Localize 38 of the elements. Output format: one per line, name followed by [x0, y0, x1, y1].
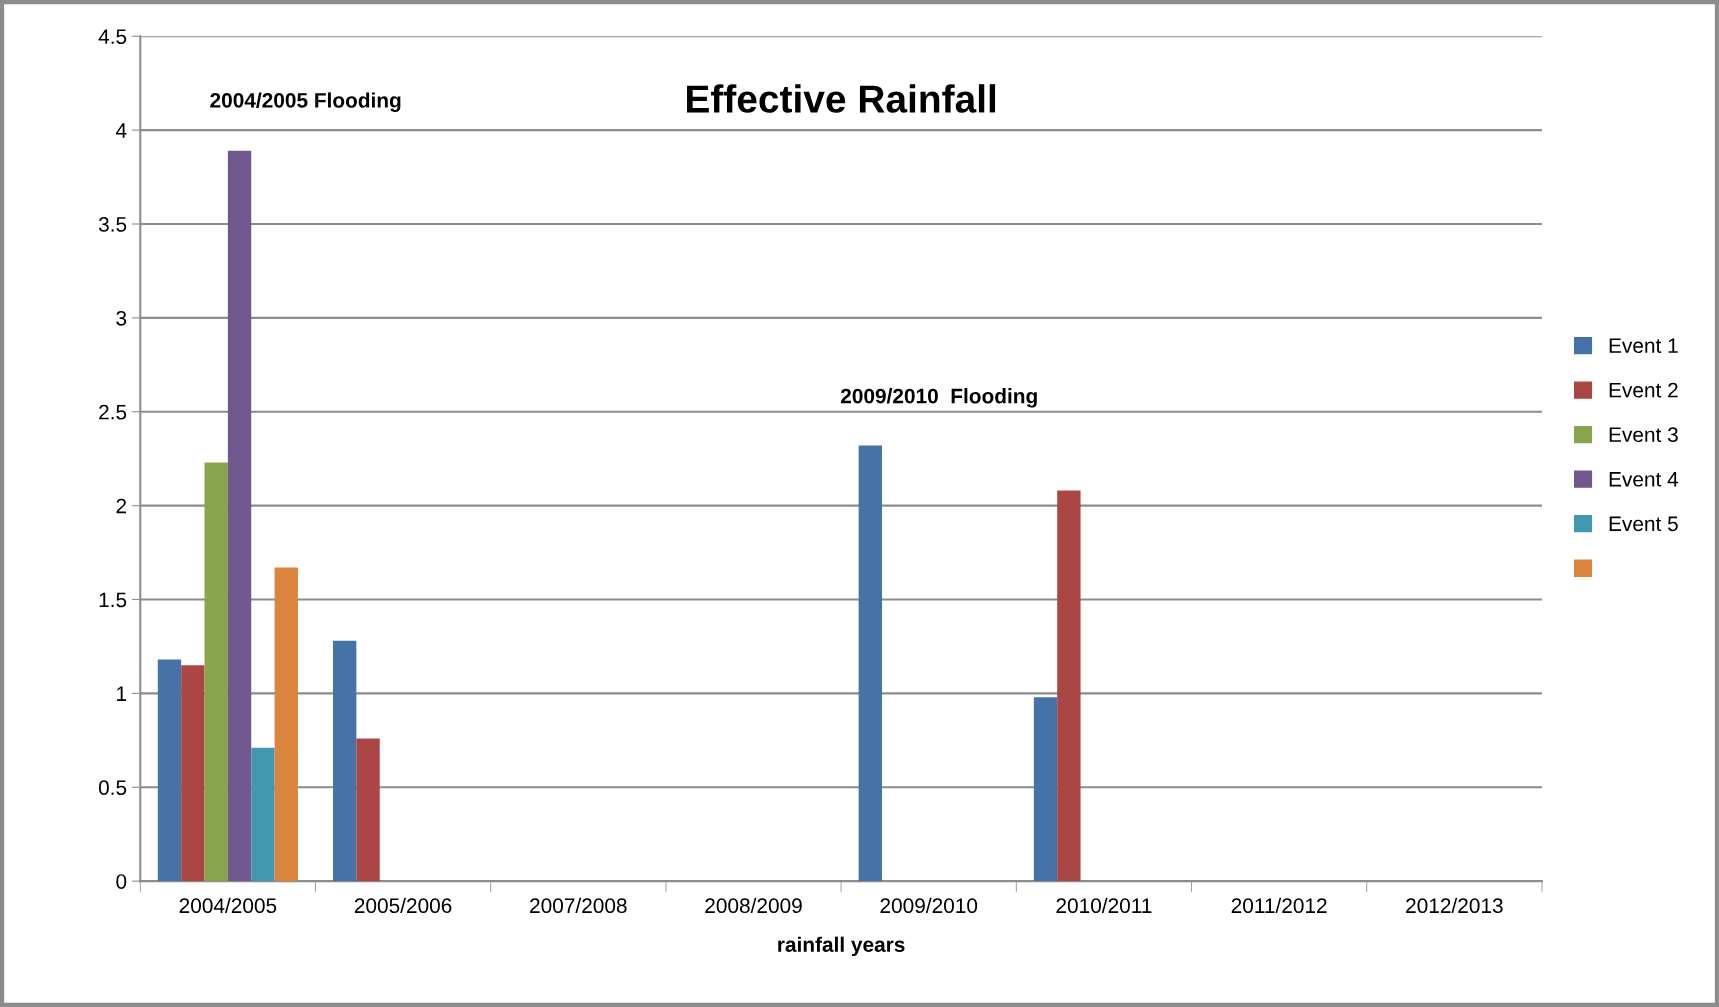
x-tick-label: 2009/2010 — [880, 897, 978, 914]
bar — [204, 462, 228, 882]
bar — [227, 150, 252, 882]
bar — [181, 665, 205, 882]
bar — [858, 445, 882, 882]
bar — [333, 640, 357, 882]
bar — [356, 738, 380, 882]
bar — [1057, 490, 1081, 882]
legend-label: Event 3 — [1609, 427, 1678, 443]
annotation: 2004/2005 Flooding — [210, 92, 401, 112]
y-tick-label: 1.5 — [99, 592, 127, 608]
bar — [251, 747, 275, 882]
legend-label: Event 1 — [1609, 338, 1678, 354]
x-tick-label: 2005/2006 — [354, 897, 452, 914]
y-tick-label: 4.5 — [98, 29, 127, 45]
x-tick-label: 2011/2012 — [1231, 897, 1327, 914]
y-tick-label: 4 — [115, 123, 127, 138]
bar — [1033, 697, 1058, 882]
legend-label: Event 4 — [1609, 472, 1679, 487]
x-tick-label: 2007/2008 — [530, 897, 627, 914]
text: Effective Rainfall — [687, 84, 996, 113]
y-tick-label: 3 — [116, 310, 127, 326]
legend-label: Event 2 — [1609, 382, 1678, 398]
legend-label: Event 5 — [1609, 516, 1678, 532]
y-tick-label: 3.5 — [98, 217, 127, 232]
bar — [157, 659, 182, 882]
x-tick-label: 2004/2005 — [179, 897, 277, 914]
y-tick-label: 0.5 — [98, 780, 127, 795]
bar — [274, 567, 298, 882]
annotation: 2009/2010 Flooding — [840, 388, 1037, 408]
x-tick-label: 2012/2013 — [1406, 897, 1503, 914]
y-tick-label: 0 — [116, 874, 127, 889]
y-tick-label: 2.5 — [99, 404, 127, 420]
y-tick-label: 1 — [117, 686, 127, 701]
x-tick-label: 2008/2009 — [705, 897, 802, 914]
x-axis-title: rainfall years — [778, 936, 905, 957]
y-tick-label: 2 — [116, 498, 127, 514]
x-tick-label: 2010/2011 — [1056, 897, 1152, 914]
